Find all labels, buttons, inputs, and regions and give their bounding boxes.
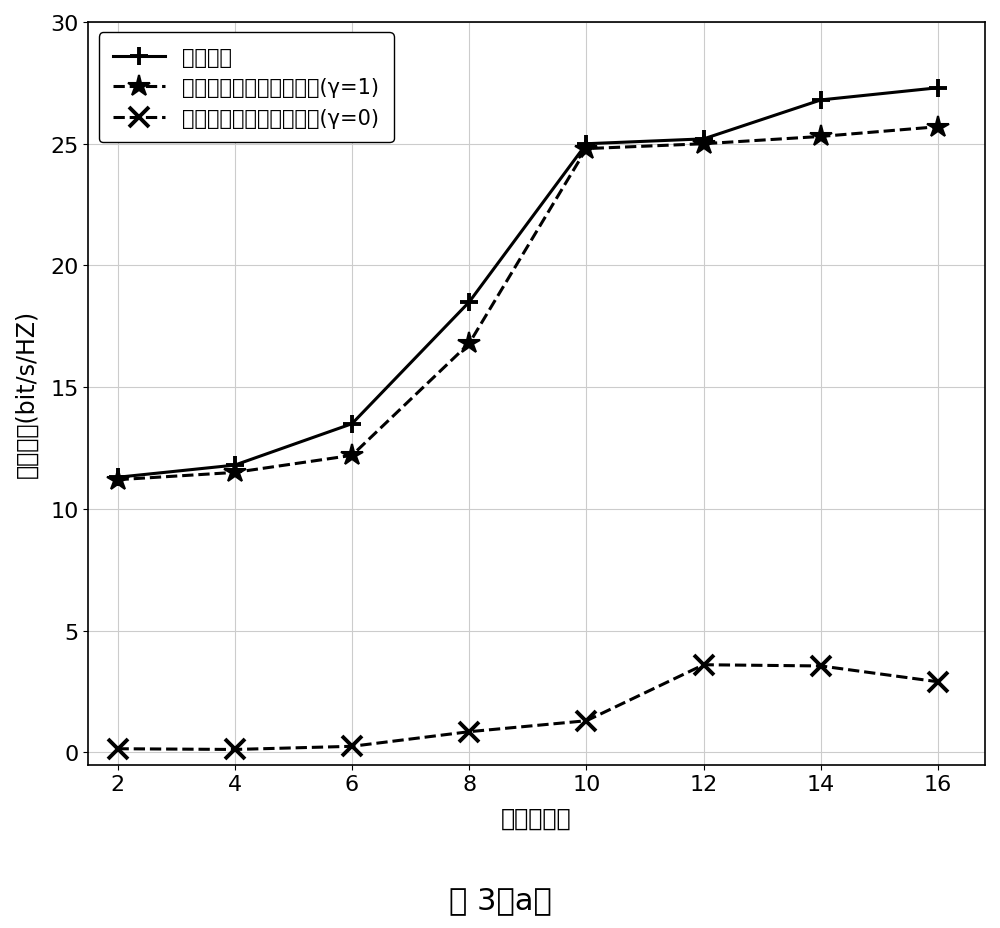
Line: 本发明频谱资源管理方法(γ=1): 本发明频谱资源管理方法(γ=1) <box>106 116 949 491</box>
X-axis label: 子载波数目: 子载波数目 <box>501 806 572 830</box>
本发明频谱资源管理方法(γ=0) <box>463 727 475 738</box>
贪婆算法 <box>112 472 124 483</box>
本发明频谱资源管理方法(γ=0) <box>815 661 827 672</box>
本发明频谱资源管理方法(γ=1) <box>112 474 124 485</box>
贪婆算法 <box>229 460 241 471</box>
贪婆算法 <box>463 297 475 308</box>
贪婆算法 <box>346 419 358 430</box>
贪婆算法 <box>932 84 944 95</box>
本发明频谱资源管理方法(γ=1) <box>698 139 710 150</box>
贪婆算法 <box>698 135 710 146</box>
本发明频谱资源管理方法(γ=1) <box>580 144 592 155</box>
Text: 图 3（a）: 图 3（a） <box>449 885 551 915</box>
本发明频谱资源管理方法(γ=0) <box>932 677 944 688</box>
本发明频谱资源管理方法(γ=0) <box>698 660 710 671</box>
Line: 本发明频谱资源管理方法(γ=0): 本发明频谱资源管理方法(γ=0) <box>108 655 948 759</box>
本发明频谱资源管理方法(γ=0) <box>346 741 358 752</box>
贪婆算法 <box>815 96 827 107</box>
本发明频谱资源管理方法(γ=0) <box>580 715 592 727</box>
本发明频谱资源管理方法(γ=1) <box>932 122 944 133</box>
本发明频谱资源管理方法(γ=0) <box>112 743 124 754</box>
贪婆算法 <box>580 139 592 150</box>
本发明频谱资源管理方法(γ=1) <box>346 450 358 461</box>
Y-axis label: 频谱效率(bit/s/HZ): 频谱效率(bit/s/HZ) <box>15 310 39 478</box>
Line: 贪婆算法: 贪婆算法 <box>108 80 947 487</box>
Legend: 贪婆算法, 本发明频谱资源管理方法(γ=1), 本发明频谱资源管理方法(γ=0): 贪婆算法, 本发明频谱资源管理方法(γ=1), 本发明频谱资源管理方法(γ=0) <box>99 33 394 143</box>
本发明频谱资源管理方法(γ=1) <box>815 132 827 143</box>
本发明频谱资源管理方法(γ=1) <box>463 339 475 350</box>
本发明频谱资源管理方法(γ=0) <box>229 744 241 755</box>
本发明频谱资源管理方法(γ=1) <box>229 468 241 479</box>
